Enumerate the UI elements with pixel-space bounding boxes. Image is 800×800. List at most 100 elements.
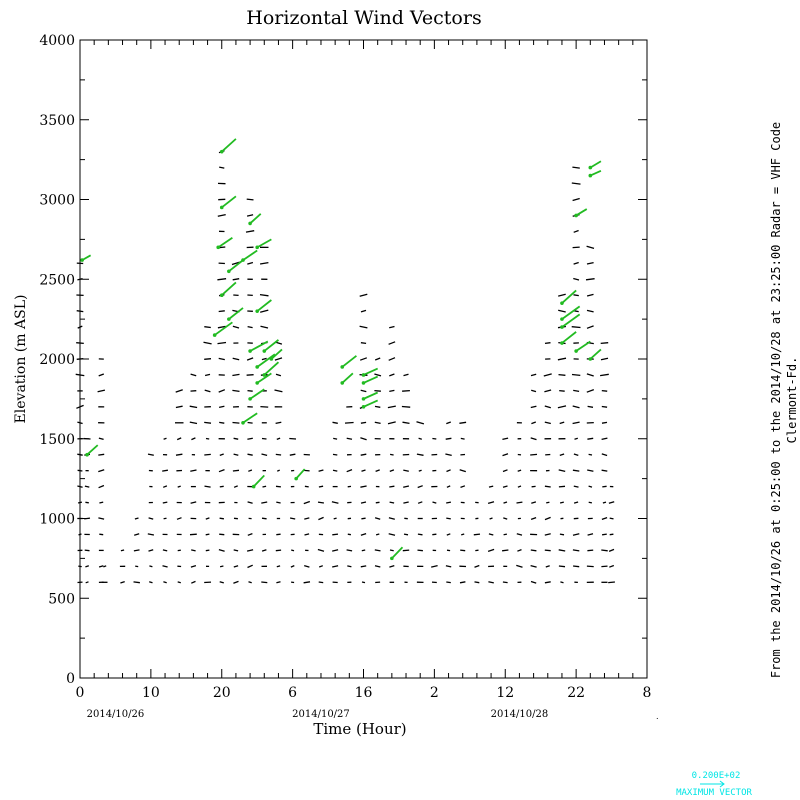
wind-vector [261, 437, 267, 440]
wind-vector [163, 517, 167, 520]
strong-wind-vector [363, 375, 379, 384]
wind-vector [120, 549, 125, 552]
wind-vector [608, 581, 615, 584]
wind-vector [303, 500, 311, 505]
wind-vector [572, 166, 580, 169]
wind-vector [77, 421, 83, 425]
strong-wind-vector [242, 249, 258, 261]
wind-vector [588, 485, 593, 488]
wind-vector [147, 453, 154, 456]
wind-vector [417, 501, 423, 504]
wind-vector [233, 549, 239, 552]
wind-vector [403, 373, 409, 377]
wind-vector [417, 485, 423, 489]
wind-vector [162, 485, 168, 488]
wind-vector [586, 309, 594, 313]
wind-vector [573, 485, 579, 488]
wind-vector [232, 469, 240, 472]
wind-vector [318, 516, 324, 521]
wind-vector [261, 357, 267, 361]
wind-vector [99, 501, 104, 504]
wind-vector [600, 357, 609, 361]
x-tick-label: 0 [76, 685, 85, 701]
wind-vector [587, 405, 594, 408]
wind-vector [318, 469, 324, 472]
wind-vector [602, 533, 607, 536]
wind-vector [247, 325, 253, 329]
wind-vector [572, 246, 580, 249]
wind-vector [531, 389, 537, 393]
wind-vector [162, 565, 168, 568]
wind-vector [233, 565, 239, 568]
y-tick-label: 1500 [39, 432, 75, 448]
wind-vector [558, 293, 566, 297]
wind-vector [217, 278, 227, 281]
wind-vector [460, 549, 466, 552]
strong-wind-vector [561, 313, 581, 328]
wind-vector [559, 421, 565, 425]
wind-vector [190, 501, 197, 504]
wind-vector [571, 182, 581, 185]
strong-wind-vector [363, 367, 379, 376]
wind-vector [304, 564, 310, 568]
wind-vector [601, 421, 608, 424]
wind-vector [609, 517, 614, 520]
wind-vector [602, 485, 607, 488]
wind-vector [530, 516, 537, 521]
wind-vector [205, 533, 210, 536]
strong-wind-vector-base [574, 349, 578, 353]
wind-vector [177, 485, 181, 488]
wind-vector [503, 501, 508, 504]
wind-vector [219, 453, 224, 457]
strong-wind-vector [341, 372, 354, 384]
wind-vector [75, 373, 85, 377]
wind-vector [402, 549, 410, 552]
wind-vector [489, 517, 493, 520]
wind-vector [389, 501, 395, 504]
wind-vector [359, 293, 368, 297]
wind-vector [360, 389, 367, 393]
wind-vector [219, 581, 224, 584]
wind-vector [601, 453, 608, 457]
wind-vector [177, 581, 181, 584]
wind-vector [204, 358, 212, 360]
x-tick-label: 8 [643, 685, 652, 701]
wind-vector [276, 565, 281, 568]
wind-vector [600, 373, 609, 377]
wind-vector [232, 278, 240, 281]
wind-vector [189, 405, 198, 409]
wind-vector [587, 469, 594, 472]
strong-wind-vector-base [560, 325, 564, 329]
wind-vector [98, 453, 105, 456]
wind-vector [77, 453, 83, 456]
wind-vector [446, 581, 451, 584]
wind-vector [572, 549, 580, 552]
strong-wind-vector-base [560, 317, 564, 321]
wind-vector [502, 581, 508, 584]
wind-vector [374, 565, 381, 568]
wind-vector [246, 357, 254, 361]
strong-wind-vector [228, 307, 244, 320]
strong-wind-vector-base [340, 365, 345, 369]
wind-vector [97, 389, 106, 393]
strong-wind-vector-base [574, 213, 578, 218]
wind-vector [586, 565, 594, 568]
wind-vector [601, 565, 608, 568]
wind-vector [274, 389, 283, 393]
wind-vector [98, 565, 104, 568]
x-tick-label: 20 [213, 685, 231, 701]
strong-wind-vector-base [262, 349, 267, 353]
wind-vector [259, 293, 269, 297]
wind-vector [290, 565, 295, 568]
wind-vector [445, 437, 452, 440]
strong-wind-vector-base [219, 149, 224, 154]
wind-vector [572, 405, 580, 409]
wind-vector [162, 549, 168, 552]
wind-vector [360, 342, 367, 345]
x-tick-label: 16 [355, 685, 373, 701]
wind-vector [247, 501, 253, 504]
wind-vector [571, 373, 581, 377]
wind-vector [601, 405, 608, 408]
wind-vector [260, 405, 269, 408]
wind-vector [134, 533, 140, 536]
